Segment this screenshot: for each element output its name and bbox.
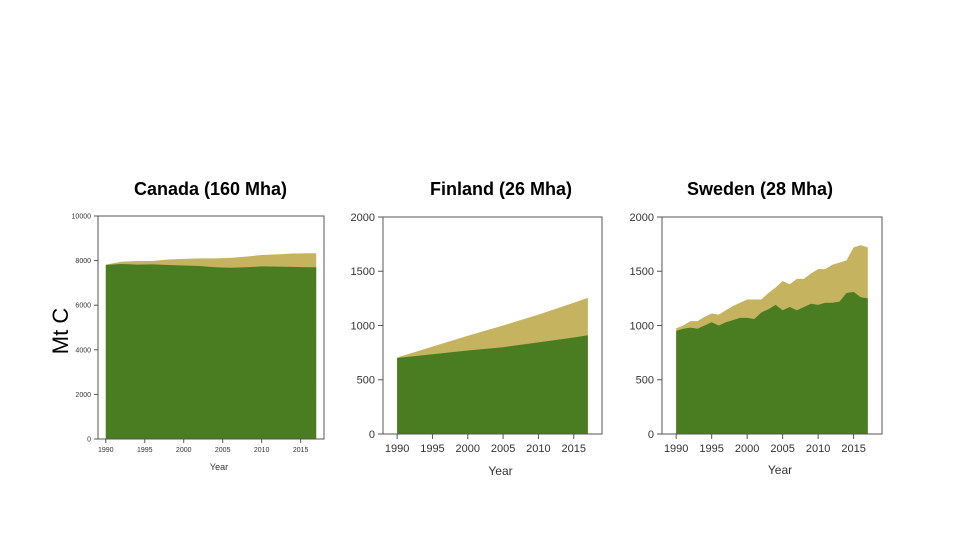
chart-title-finland: Finland (26 Mha) xyxy=(430,179,573,199)
y-tick-label-finland-1000: 1000 xyxy=(351,320,375,332)
x-tick-label-sweden-2000: 2000 xyxy=(735,443,759,455)
y-tick-label-canada-10000: 10000 xyxy=(72,213,92,220)
y-tick-label-sweden-2000: 2000 xyxy=(630,212,654,224)
x-axis-label-finland: Year xyxy=(488,464,512,478)
x-tick-label-canada-2010: 2010 xyxy=(254,447,270,454)
y-tick-label-finland-500: 500 xyxy=(357,375,375,387)
y-tick-label-finland-1500: 1500 xyxy=(351,266,375,278)
area-series-live-finland xyxy=(397,335,588,434)
y-tick-label-sweden-0: 0 xyxy=(648,429,654,441)
x-tick-label-sweden-1990: 1990 xyxy=(664,443,688,455)
chart-title-canada: Canada (160 Mha) xyxy=(134,179,288,199)
x-axis-label-sweden: Year xyxy=(768,463,792,477)
y-tick-label-canada-0: 0 xyxy=(87,436,91,443)
x-tick-label-finland-2015: 2015 xyxy=(561,443,585,455)
x-tick-label-canada-2005: 2005 xyxy=(215,447,231,454)
y-tick-label-canada-6000: 6000 xyxy=(75,303,91,310)
x-tick-label-canada-2015: 2015 xyxy=(293,447,309,454)
y-tick-label-sweden-500: 500 xyxy=(636,375,654,387)
x-axis-label-canada: Year xyxy=(210,462,228,472)
x-tick-label-sweden-2005: 2005 xyxy=(770,443,794,455)
x-tick-label-finland-2005: 2005 xyxy=(491,443,515,455)
x-tick-label-sweden-2015: 2015 xyxy=(841,443,865,455)
y-tick-label-finland-0: 0 xyxy=(369,429,375,441)
x-tick-label-sweden-2010: 2010 xyxy=(806,443,830,455)
x-tick-label-finland-2000: 2000 xyxy=(456,443,480,455)
x-tick-label-canada-1995: 1995 xyxy=(137,447,153,454)
x-tick-label-finland-1990: 1990 xyxy=(385,443,409,455)
plot-frame-canada xyxy=(97,215,325,440)
x-tick-label-canada-1990: 1990 xyxy=(98,447,114,454)
y-tick-label-canada-2000: 2000 xyxy=(75,392,91,399)
chart-title-sweden: Sweden (28 Mha) xyxy=(687,179,834,199)
y-tick-label-sweden-1500: 1500 xyxy=(630,266,654,278)
x-tick-label-finland-2010: 2010 xyxy=(526,443,550,455)
x-tick-label-canada-2000: 2000 xyxy=(176,447,192,454)
y-tick-label-sweden-1000: 1000 xyxy=(630,320,654,332)
x-tick-label-finland-1995: 1995 xyxy=(420,443,444,455)
y-tick-label-finland-2000: 2000 xyxy=(351,212,375,224)
y-tick-label-canada-8000: 8000 xyxy=(75,258,91,265)
area-series-live-sweden xyxy=(676,291,868,434)
x-tick-label-sweden-1995: 1995 xyxy=(699,443,723,455)
area-series-live-canada xyxy=(105,263,317,439)
y-tick-label-canada-4000: 4000 xyxy=(75,347,91,354)
